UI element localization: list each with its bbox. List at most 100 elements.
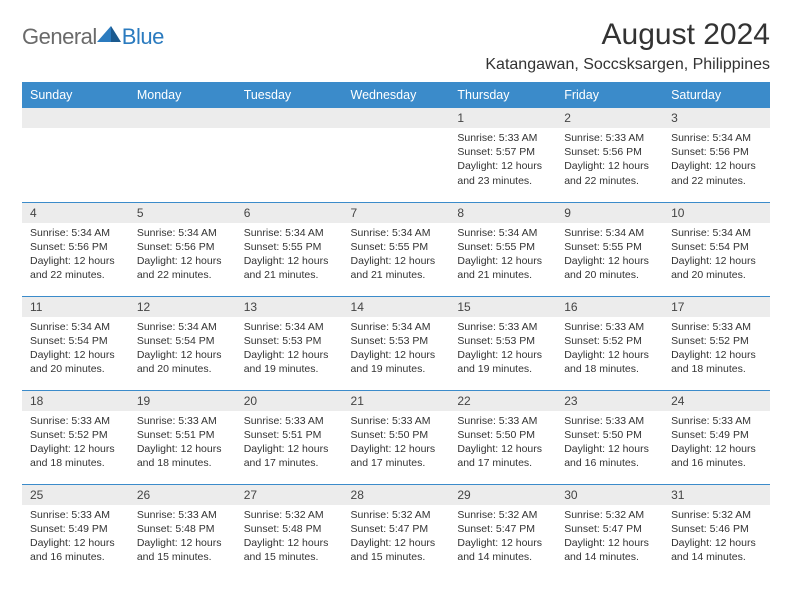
daylight-line: Daylight: 12 hours and 15 minutes. xyxy=(137,536,230,564)
day-number: 10 xyxy=(663,203,770,223)
sunrise-line: Sunrise: 5:33 AM xyxy=(671,414,764,428)
calendar-cell: 25Sunrise: 5:33 AMSunset: 5:49 PMDayligh… xyxy=(22,484,129,578)
calendar-cell: 12Sunrise: 5:34 AMSunset: 5:54 PMDayligh… xyxy=(129,296,236,390)
daylight-line: Daylight: 12 hours and 16 minutes. xyxy=(564,442,657,470)
day-number: 30 xyxy=(556,485,663,505)
sunrise-line: Sunrise: 5:34 AM xyxy=(244,226,337,240)
day-number-empty xyxy=(129,108,236,128)
day-number: 27 xyxy=(236,485,343,505)
day-content: Sunrise: 5:34 AMSunset: 5:54 PMDaylight:… xyxy=(129,317,236,381)
day-number-empty xyxy=(22,108,129,128)
day-header: Thursday xyxy=(449,82,556,108)
day-number: 19 xyxy=(129,391,236,411)
day-content: Sunrise: 5:34 AMSunset: 5:54 PMDaylight:… xyxy=(663,223,770,287)
day-content: Sunrise: 5:32 AMSunset: 5:47 PMDaylight:… xyxy=(449,505,556,569)
calendar-cell: 14Sunrise: 5:34 AMSunset: 5:53 PMDayligh… xyxy=(343,296,450,390)
calendar-cell: 18Sunrise: 5:33 AMSunset: 5:52 PMDayligh… xyxy=(22,390,129,484)
calendar-cell: 27Sunrise: 5:32 AMSunset: 5:48 PMDayligh… xyxy=(236,484,343,578)
day-content: Sunrise: 5:33 AMSunset: 5:48 PMDaylight:… xyxy=(129,505,236,569)
calendar-cell: 3Sunrise: 5:34 AMSunset: 5:56 PMDaylight… xyxy=(663,108,770,202)
sunset-line: Sunset: 5:50 PM xyxy=(457,428,550,442)
day-number: 25 xyxy=(22,485,129,505)
sunset-line: Sunset: 5:48 PM xyxy=(244,522,337,536)
sunrise-line: Sunrise: 5:33 AM xyxy=(564,414,657,428)
day-number: 9 xyxy=(556,203,663,223)
calendar-cell xyxy=(236,108,343,202)
sunrise-line: Sunrise: 5:32 AM xyxy=(671,508,764,522)
sunset-line: Sunset: 5:52 PM xyxy=(564,334,657,348)
day-number: 15 xyxy=(449,297,556,317)
day-header: Saturday xyxy=(663,82,770,108)
sunrise-line: Sunrise: 5:33 AM xyxy=(30,414,123,428)
day-content: Sunrise: 5:33 AMSunset: 5:49 PMDaylight:… xyxy=(663,411,770,475)
sunset-line: Sunset: 5:56 PM xyxy=(564,145,657,159)
calendar-cell: 10Sunrise: 5:34 AMSunset: 5:54 PMDayligh… xyxy=(663,202,770,296)
sunset-line: Sunset: 5:47 PM xyxy=(351,522,444,536)
calendar-cell: 17Sunrise: 5:33 AMSunset: 5:52 PMDayligh… xyxy=(663,296,770,390)
day-number: 1 xyxy=(449,108,556,128)
calendar-cell: 16Sunrise: 5:33 AMSunset: 5:52 PMDayligh… xyxy=(556,296,663,390)
sunrise-line: Sunrise: 5:33 AM xyxy=(671,320,764,334)
day-number: 16 xyxy=(556,297,663,317)
daylight-line: Daylight: 12 hours and 21 minutes. xyxy=(244,254,337,282)
daylight-line: Daylight: 12 hours and 21 minutes. xyxy=(351,254,444,282)
day-number: 8 xyxy=(449,203,556,223)
day-content: Sunrise: 5:33 AMSunset: 5:51 PMDaylight:… xyxy=(129,411,236,475)
daylight-line: Daylight: 12 hours and 23 minutes. xyxy=(457,159,550,187)
day-content: Sunrise: 5:34 AMSunset: 5:55 PMDaylight:… xyxy=(236,223,343,287)
sunrise-line: Sunrise: 5:33 AM xyxy=(457,131,550,145)
day-header: Monday xyxy=(129,82,236,108)
day-number: 21 xyxy=(343,391,450,411)
calendar-cell: 5Sunrise: 5:34 AMSunset: 5:56 PMDaylight… xyxy=(129,202,236,296)
sunrise-line: Sunrise: 5:34 AM xyxy=(30,226,123,240)
day-number: 24 xyxy=(663,391,770,411)
calendar-cell: 29Sunrise: 5:32 AMSunset: 5:47 PMDayligh… xyxy=(449,484,556,578)
calendar-cell: 24Sunrise: 5:33 AMSunset: 5:49 PMDayligh… xyxy=(663,390,770,484)
sunset-line: Sunset: 5:55 PM xyxy=(244,240,337,254)
calendar-cell: 22Sunrise: 5:33 AMSunset: 5:50 PMDayligh… xyxy=(449,390,556,484)
daylight-line: Daylight: 12 hours and 16 minutes. xyxy=(30,536,123,564)
daylight-line: Daylight: 12 hours and 14 minutes. xyxy=(457,536,550,564)
sunset-line: Sunset: 5:47 PM xyxy=(564,522,657,536)
sunrise-line: Sunrise: 5:34 AM xyxy=(457,226,550,240)
brand-text-blue: Blue xyxy=(122,24,164,50)
sunset-line: Sunset: 5:48 PM xyxy=(137,522,230,536)
day-content: Sunrise: 5:33 AMSunset: 5:51 PMDaylight:… xyxy=(236,411,343,475)
calendar-week-row: 18Sunrise: 5:33 AMSunset: 5:52 PMDayligh… xyxy=(22,390,770,484)
sunrise-line: Sunrise: 5:34 AM xyxy=(351,320,444,334)
day-number-empty xyxy=(343,108,450,128)
daylight-line: Daylight: 12 hours and 18 minutes. xyxy=(137,442,230,470)
day-number: 26 xyxy=(129,485,236,505)
daylight-line: Daylight: 12 hours and 19 minutes. xyxy=(457,348,550,376)
daylight-line: Daylight: 12 hours and 20 minutes. xyxy=(564,254,657,282)
day-content: Sunrise: 5:34 AMSunset: 5:53 PMDaylight:… xyxy=(236,317,343,381)
sunrise-line: Sunrise: 5:34 AM xyxy=(137,320,230,334)
day-number: 5 xyxy=(129,203,236,223)
calendar-week-row: 1Sunrise: 5:33 AMSunset: 5:57 PMDaylight… xyxy=(22,108,770,202)
sunset-line: Sunset: 5:52 PM xyxy=(30,428,123,442)
sunrise-line: Sunrise: 5:33 AM xyxy=(457,320,550,334)
day-header: Sunday xyxy=(22,82,129,108)
day-number: 17 xyxy=(663,297,770,317)
daylight-line: Daylight: 12 hours and 21 minutes. xyxy=(457,254,550,282)
day-content: Sunrise: 5:34 AMSunset: 5:55 PMDaylight:… xyxy=(556,223,663,287)
day-content: Sunrise: 5:34 AMSunset: 5:56 PMDaylight:… xyxy=(663,128,770,192)
daylight-line: Daylight: 12 hours and 22 minutes. xyxy=(671,159,764,187)
sunrise-line: Sunrise: 5:34 AM xyxy=(30,320,123,334)
day-content: Sunrise: 5:33 AMSunset: 5:52 PMDaylight:… xyxy=(556,317,663,381)
day-number: 20 xyxy=(236,391,343,411)
day-number: 2 xyxy=(556,108,663,128)
day-number: 7 xyxy=(343,203,450,223)
day-content: Sunrise: 5:34 AMSunset: 5:56 PMDaylight:… xyxy=(22,223,129,287)
header-right: August 2024 Katangawan, Soccsksargen, Ph… xyxy=(485,18,770,74)
sunrise-line: Sunrise: 5:33 AM xyxy=(30,508,123,522)
calendar-cell xyxy=(343,108,450,202)
sunset-line: Sunset: 5:54 PM xyxy=(137,334,230,348)
calendar-cell: 1Sunrise: 5:33 AMSunset: 5:57 PMDaylight… xyxy=(449,108,556,202)
sunrise-line: Sunrise: 5:33 AM xyxy=(137,508,230,522)
daylight-line: Daylight: 12 hours and 22 minutes. xyxy=(30,254,123,282)
day-content: Sunrise: 5:33 AMSunset: 5:52 PMDaylight:… xyxy=(663,317,770,381)
calendar-cell: 31Sunrise: 5:32 AMSunset: 5:46 PMDayligh… xyxy=(663,484,770,578)
sunset-line: Sunset: 5:49 PM xyxy=(671,428,764,442)
sunrise-line: Sunrise: 5:33 AM xyxy=(457,414,550,428)
